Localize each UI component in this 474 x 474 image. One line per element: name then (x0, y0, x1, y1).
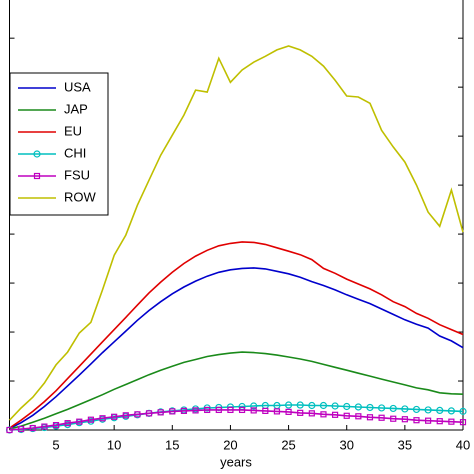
marker (296, 401, 304, 409)
legend-label: JAP (64, 101, 88, 116)
marker (99, 415, 106, 422)
marker (76, 418, 83, 425)
series-line (8, 45, 464, 421)
marker (319, 401, 328, 410)
marker (122, 412, 129, 419)
marker (425, 417, 432, 424)
x-axis-label: years (220, 454, 252, 469)
marker (413, 417, 420, 424)
marker (297, 409, 304, 416)
marker (87, 416, 94, 423)
legend-marker (33, 172, 41, 180)
marker (331, 402, 339, 410)
marker (378, 414, 385, 421)
series-line (9, 241, 464, 429)
legend-label: ROW (64, 189, 97, 204)
series-line (9, 404, 464, 431)
marker (320, 411, 327, 418)
x-tick-label: 30 (339, 437, 353, 452)
marker (354, 403, 362, 411)
series-line (9, 351, 464, 430)
x-tick-label: 10 (107, 437, 121, 452)
marker (378, 404, 386, 412)
marker (134, 411, 141, 418)
marker (192, 407, 199, 414)
marker (412, 405, 421, 414)
marker (343, 402, 351, 411)
marker (436, 406, 444, 415)
marker (157, 409, 164, 416)
marker (227, 406, 234, 414)
x-tick-label: 25 (281, 437, 295, 452)
marker (238, 406, 246, 414)
legend-label: FSU (64, 167, 90, 182)
legend-label: EU (64, 123, 82, 138)
marker (6, 426, 13, 434)
marker (285, 408, 292, 415)
marker (111, 413, 118, 420)
marker (308, 401, 316, 410)
marker (390, 415, 397, 422)
legend-marker (33, 150, 41, 158)
marker (262, 407, 269, 414)
marker (250, 402, 258, 410)
marker (29, 424, 36, 432)
x-tick-label: 15 (165, 437, 179, 452)
marker (448, 418, 455, 425)
marker (401, 405, 409, 413)
marker (355, 413, 362, 420)
x-tick-label: 20 (223, 437, 237, 452)
marker (436, 418, 443, 425)
marker (284, 401, 293, 409)
legend-box (9, 72, 109, 216)
marker (366, 403, 374, 412)
marker (459, 419, 467, 426)
marker (204, 406, 211, 414)
legend-label: CHI (64, 145, 86, 160)
marker (250, 407, 257, 414)
marker (331, 411, 339, 418)
legend-label: USA (64, 79, 91, 94)
marker (64, 420, 71, 427)
x-tick-label: 40 (456, 437, 470, 452)
marker (273, 408, 281, 415)
marker (343, 412, 350, 419)
marker (401, 416, 408, 423)
marker (424, 406, 432, 414)
marker (215, 406, 222, 414)
marker (18, 425, 25, 433)
series-line (9, 267, 464, 430)
marker (308, 410, 315, 417)
marker (145, 410, 153, 417)
x-tick-label: 35 (398, 437, 412, 452)
marker (41, 423, 48, 430)
marker (459, 407, 467, 415)
marker (52, 422, 60, 429)
marker (366, 414, 374, 421)
x-tick-label: 5 (52, 437, 59, 452)
marker (180, 407, 188, 414)
marker (169, 408, 176, 415)
marker (389, 404, 397, 413)
marker (447, 407, 455, 415)
series-line (9, 409, 464, 431)
